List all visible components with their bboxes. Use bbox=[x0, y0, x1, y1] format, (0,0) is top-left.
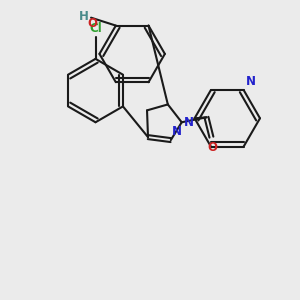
Text: O: O bbox=[87, 17, 97, 30]
Text: N: N bbox=[184, 116, 194, 129]
Text: O: O bbox=[207, 141, 218, 154]
Text: Cl: Cl bbox=[89, 22, 102, 35]
Text: N: N bbox=[246, 75, 256, 88]
Text: N: N bbox=[172, 125, 182, 138]
Text: H: H bbox=[79, 10, 89, 23]
